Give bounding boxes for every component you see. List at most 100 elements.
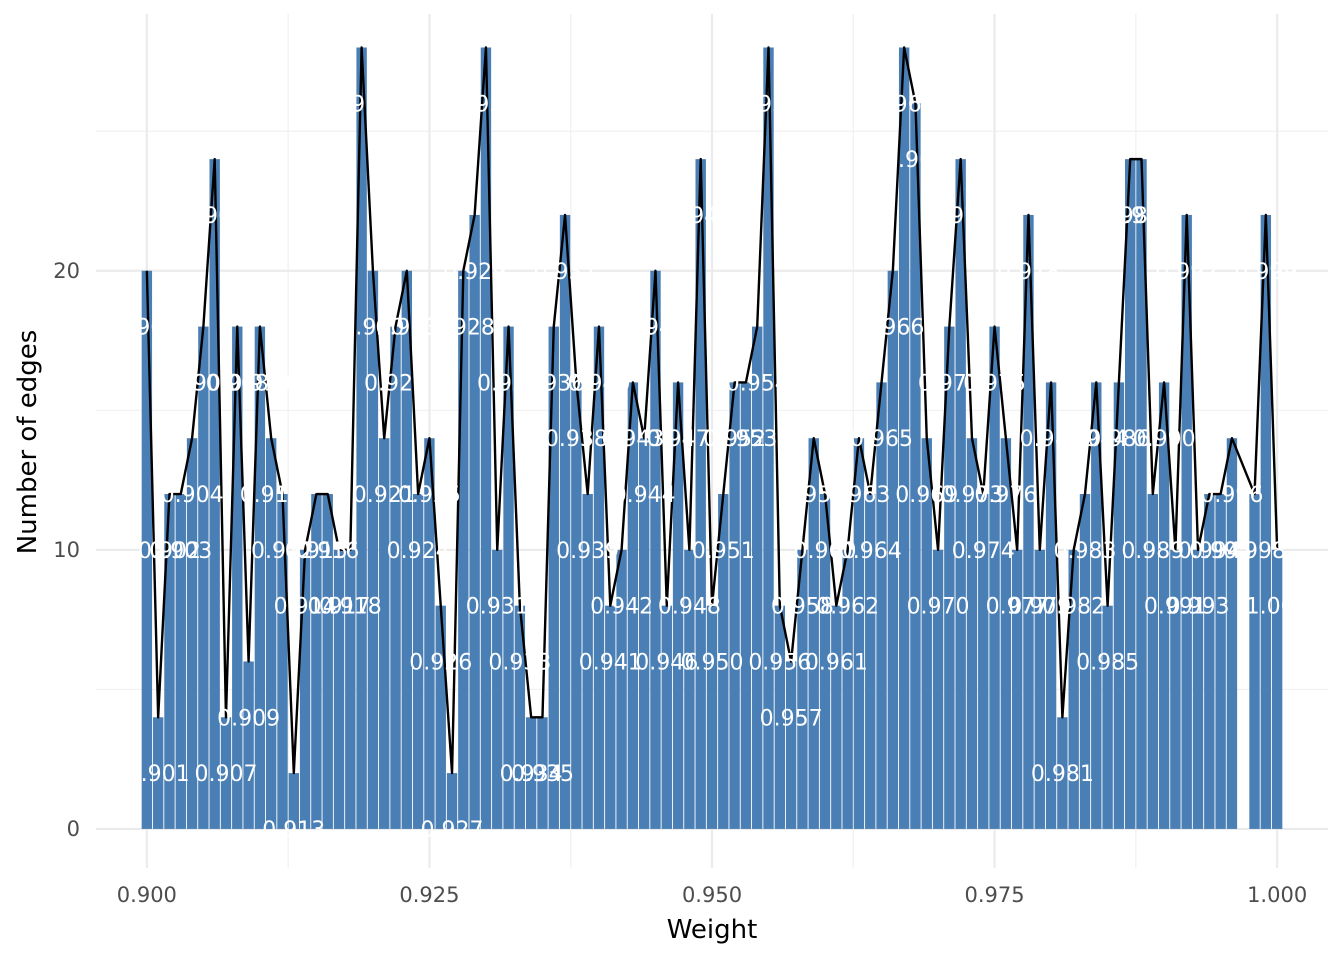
bar-label: 0.929: [443, 260, 506, 285]
bar: [819, 494, 831, 829]
bar-label: 0.955: [737, 92, 800, 117]
bar: [1260, 214, 1272, 829]
bar-label: 0.941: [579, 650, 642, 675]
y-axis-title: Number of edges: [13, 330, 43, 555]
bar-label: 0.905: [172, 371, 235, 396]
bar: [503, 326, 514, 829]
bar: [605, 605, 616, 829]
bar: [525, 717, 537, 829]
bar-label: 0.979: [1008, 595, 1071, 620]
bar-label: 0.935: [511, 762, 574, 787]
bar-label: 0.948: [658, 595, 721, 620]
bar: [1215, 494, 1226, 829]
bar: [186, 438, 198, 829]
bar: [1068, 549, 1079, 829]
bar-label: 0.946: [635, 650, 698, 675]
bar: [379, 438, 390, 829]
y-tick-label: 20: [53, 259, 80, 283]
bar: [944, 326, 955, 829]
bar: [1181, 214, 1192, 829]
bar: [1102, 605, 1113, 829]
bar: [831, 605, 842, 829]
bar: [458, 270, 469, 829]
bar-label: 0.918: [319, 595, 382, 620]
x-tick-label: 0.975: [965, 883, 1025, 907]
bar: [752, 326, 763, 829]
bar: [627, 382, 639, 829]
x-axis-title: Weight: [667, 915, 758, 945]
bar-label: 0.924: [387, 539, 450, 564]
bar: [853, 438, 865, 829]
bar: [650, 270, 661, 829]
bar-label: 0.952: [703, 427, 766, 452]
bar-label: 0.977: [986, 595, 1049, 620]
bar-label: 0.927: [421, 818, 484, 843]
bar: [548, 326, 559, 829]
bar-label: 0.951: [692, 539, 755, 564]
bar-label: 0.949: [669, 204, 732, 229]
bar: [661, 605, 672, 829]
bar-label: 0.958: [771, 595, 834, 620]
bar-label: 0.982: [1042, 595, 1105, 620]
bar: [480, 47, 492, 829]
bar-label: 0.936: [522, 371, 585, 396]
bar-label: 0.981: [1031, 762, 1094, 787]
bar-label: 0.943: [601, 427, 664, 452]
bar: [1249, 494, 1260, 829]
bar-label: 0.908: [206, 371, 269, 396]
bar-label: 0.970: [907, 595, 970, 620]
bar: [593, 326, 605, 829]
bar: [1158, 382, 1170, 829]
bar-label: 0.916: [296, 539, 359, 564]
bar: [1204, 494, 1215, 829]
bar-label: 0.947: [647, 427, 710, 452]
bar: [1226, 438, 1238, 829]
bar: [1271, 549, 1283, 829]
bar-label: 0.956: [748, 650, 811, 675]
bar-label: 0.919: [330, 92, 393, 117]
bar: [164, 494, 175, 829]
trend-line: [145, 46, 1279, 775]
bar-label: 0.906: [183, 204, 246, 229]
y-tick-label: 0: [67, 817, 80, 841]
bar-label: 0.963: [827, 483, 890, 508]
bar-label: 0.925: [398, 483, 461, 508]
bar: [684, 549, 695, 829]
bar-label: 0.967: [873, 92, 936, 117]
bar-label: 0.913: [262, 818, 325, 843]
bar-label: 0.969: [895, 483, 958, 508]
bar-label: 0.993: [1167, 595, 1230, 620]
bar: [842, 549, 853, 829]
bar-label: 0.972: [929, 204, 992, 229]
bar-label: 0.957: [760, 706, 823, 731]
bar-label: 0.974: [952, 539, 1015, 564]
bar-label: 0.989: [1121, 539, 1184, 564]
bar-label: 0.992: [1155, 260, 1218, 285]
bar: [774, 605, 786, 829]
bar: [390, 326, 401, 829]
bar: [1113, 382, 1125, 829]
bar-label: 0.978: [997, 260, 1060, 285]
x-axis-ticks: 0.900 0.925 0.950 0.975 1.000: [117, 883, 1307, 907]
bar-label: 0.991: [1144, 595, 1207, 620]
bar-label: 0.921: [353, 483, 416, 508]
bar-label: 0.917: [308, 595, 371, 620]
bar: [333, 549, 345, 829]
bar-label: 0.920: [341, 316, 404, 341]
bar: [808, 438, 819, 829]
bar-label: 0.914: [274, 595, 337, 620]
bar-label: 0.911: [240, 483, 303, 508]
bar: [797, 549, 808, 829]
bar: [243, 661, 254, 829]
bar: [1147, 494, 1159, 829]
x-tick-label: 0.950: [682, 883, 742, 907]
bar: [277, 494, 288, 829]
bar: [559, 214, 571, 829]
bar-label: 0.900: [115, 316, 178, 341]
bar: [978, 494, 989, 829]
bar: [1170, 549, 1181, 829]
y-tick-label: 10: [53, 538, 80, 562]
bar: [932, 549, 944, 829]
bar: [876, 382, 887, 829]
